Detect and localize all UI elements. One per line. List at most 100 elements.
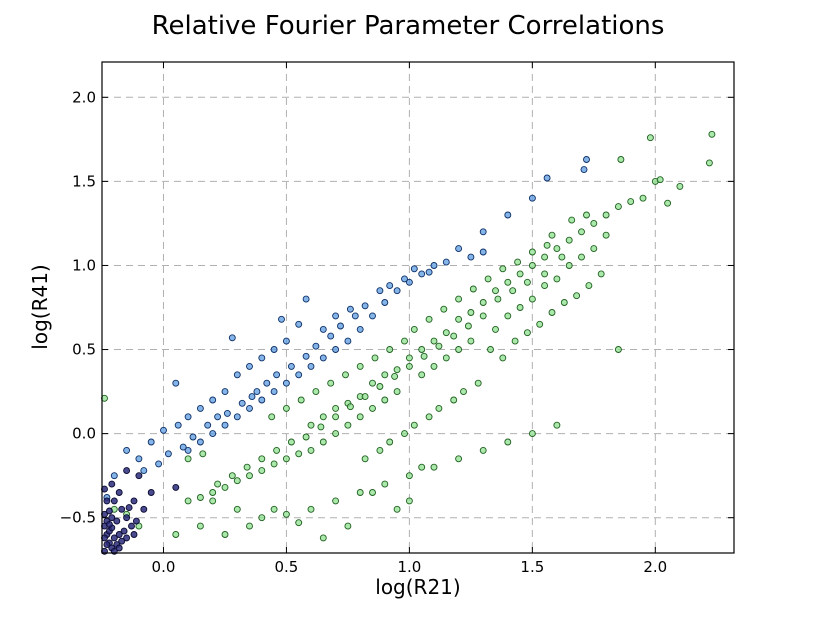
data-point xyxy=(583,211,590,219)
data-point xyxy=(425,413,433,421)
x-tick-label: 1.5 xyxy=(520,558,544,576)
data-point xyxy=(614,203,622,211)
data-point xyxy=(246,404,253,412)
data-point xyxy=(504,438,512,446)
data-point xyxy=(553,421,561,429)
data-point xyxy=(302,352,310,360)
data-point xyxy=(209,396,217,404)
data-point xyxy=(199,450,207,458)
data-point xyxy=(189,433,197,441)
data-point xyxy=(543,241,551,249)
data-point xyxy=(172,379,180,387)
data-point xyxy=(233,505,241,513)
data-point xyxy=(602,231,610,239)
data-point xyxy=(140,467,148,475)
data-point xyxy=(369,489,376,496)
data-point xyxy=(516,304,524,311)
data-point xyxy=(123,467,131,475)
data-point xyxy=(386,438,394,446)
data-point xyxy=(214,413,222,421)
data-point xyxy=(258,455,266,463)
data-point xyxy=(474,379,482,387)
data-point xyxy=(511,337,519,345)
data-point xyxy=(361,393,369,401)
data-point xyxy=(246,522,253,530)
data-point xyxy=(319,354,327,362)
data-point xyxy=(209,489,217,496)
data-point xyxy=(108,514,116,522)
data-point xyxy=(418,371,426,379)
data-point xyxy=(317,423,325,431)
data-point xyxy=(455,245,463,253)
x-axis-label: log(R21) xyxy=(375,575,460,599)
y-tick-label: 1.0 xyxy=(72,256,96,274)
data-point xyxy=(430,362,438,370)
data-point xyxy=(327,379,335,387)
data-point xyxy=(270,346,278,353)
data-point xyxy=(356,362,364,370)
data-point xyxy=(172,483,180,491)
data-point xyxy=(155,460,163,468)
data-point xyxy=(664,199,672,207)
data-point xyxy=(184,446,192,454)
data-point xyxy=(401,275,408,283)
data-point xyxy=(147,438,155,446)
data-point xyxy=(504,278,512,286)
data-point xyxy=(246,362,253,370)
data-point xyxy=(209,430,217,438)
x-tick-label: 0.5 xyxy=(275,558,299,576)
data-point xyxy=(560,299,568,306)
data-point xyxy=(528,430,536,438)
data-point xyxy=(479,312,487,320)
data-point xyxy=(494,295,502,303)
data-point xyxy=(479,446,487,454)
series-0 xyxy=(101,130,716,542)
data-point xyxy=(344,337,352,345)
data-point xyxy=(369,312,376,320)
data-point xyxy=(147,489,155,496)
data-point xyxy=(541,253,549,261)
data-point xyxy=(514,258,522,266)
data-point xyxy=(287,362,295,370)
data-point xyxy=(393,366,401,374)
data-point xyxy=(469,285,477,293)
data-point xyxy=(499,354,507,362)
data-point xyxy=(346,403,354,411)
data-point xyxy=(487,346,494,353)
data-point xyxy=(376,287,384,295)
data-point xyxy=(319,534,327,542)
data-point xyxy=(204,421,212,429)
data-point xyxy=(509,287,517,295)
data-point xyxy=(386,346,394,353)
data-point xyxy=(332,413,340,421)
data-point xyxy=(435,342,443,350)
data-point xyxy=(442,258,450,266)
data-point xyxy=(391,372,399,380)
data-point xyxy=(573,292,581,300)
data-point xyxy=(523,278,531,286)
data-point xyxy=(381,480,389,488)
data-point xyxy=(184,497,192,505)
data-point xyxy=(528,262,536,269)
data-point xyxy=(676,182,684,190)
data-point xyxy=(196,404,204,412)
data-point xyxy=(580,166,588,174)
data-point xyxy=(460,388,467,396)
y-axis-tick-labels: −0.5 0.0 0.5 1.0 1.5 2.0 xyxy=(60,88,96,526)
data-point xyxy=(430,337,438,345)
data-point xyxy=(196,438,204,446)
chart-title: Relative Fourier Parameter Correlations xyxy=(152,11,665,41)
data-point xyxy=(238,399,246,407)
data-point xyxy=(223,409,231,417)
data-point xyxy=(295,519,303,527)
data-point xyxy=(196,522,204,530)
data-point xyxy=(405,354,413,362)
data-point xyxy=(273,371,281,379)
data-point xyxy=(179,443,187,451)
data-point xyxy=(273,446,281,454)
data-point xyxy=(361,455,369,463)
data-point xyxy=(548,309,556,316)
data-point xyxy=(282,455,290,463)
data-point xyxy=(381,371,389,379)
